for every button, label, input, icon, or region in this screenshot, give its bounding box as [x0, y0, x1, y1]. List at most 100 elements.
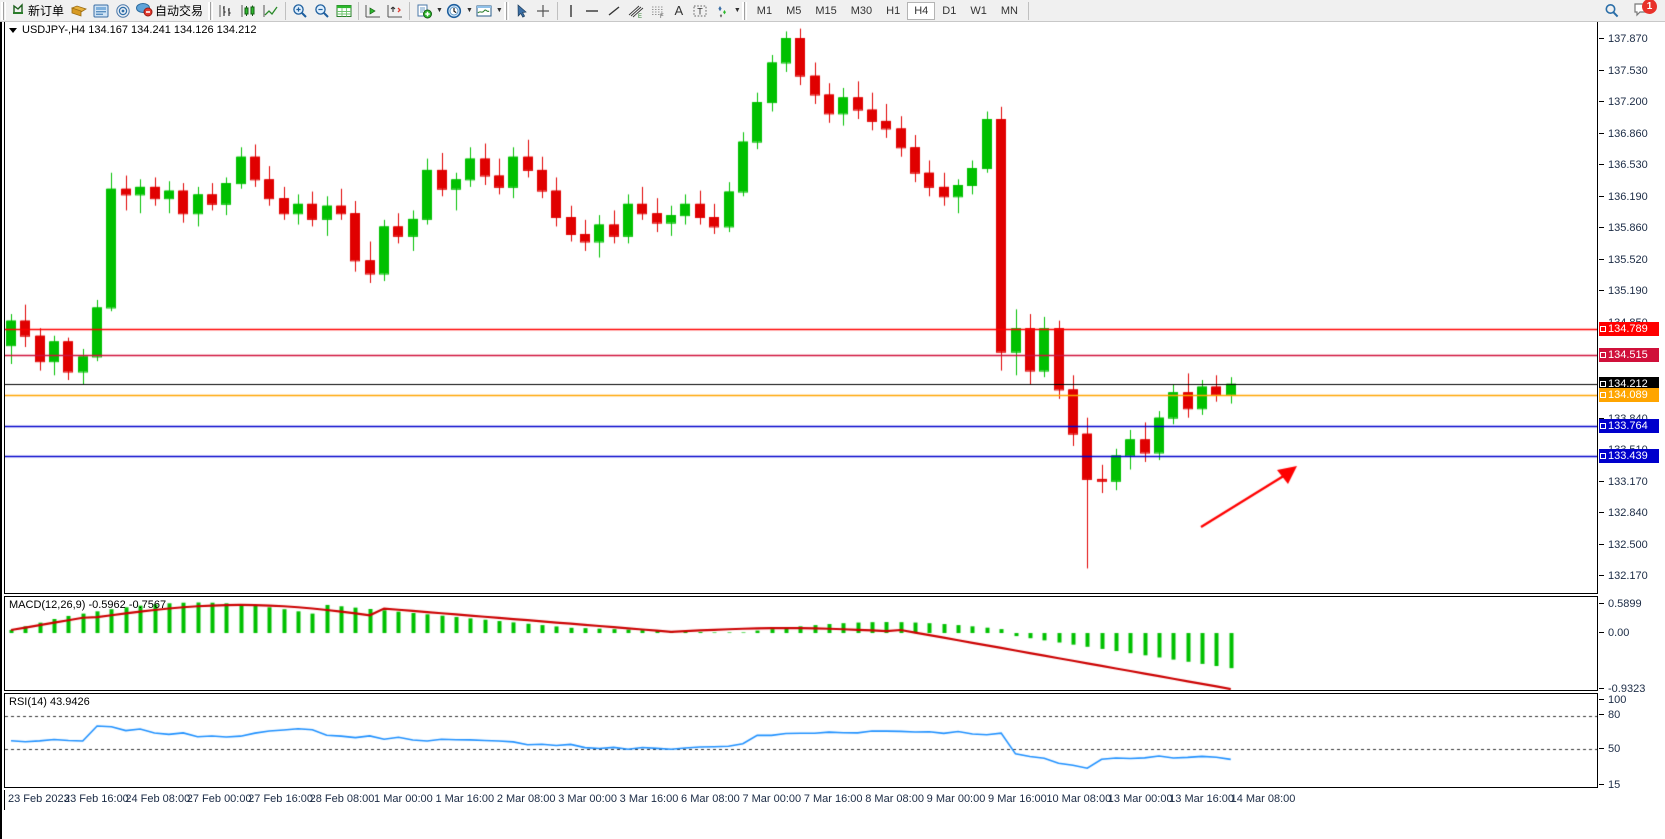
templates-chart-icon[interactable]: [473, 1, 495, 21]
price-chart-pane[interactable]: USDJPY-,H4 134.167 134.241 134.126 134.2…: [4, 22, 1598, 594]
price-level-value: 134.515: [1608, 349, 1648, 362]
auto-trading-label: 自动交易: [155, 4, 204, 18]
svg-text:T: T: [697, 6, 703, 16]
price-tick: 137.530: [1599, 65, 1648, 77]
time-label: 3 Mar 00:00: [558, 793, 617, 805]
add-indicator-icon[interactable]: [413, 1, 435, 21]
macd-label: MACD(12,26,9) -0.5962 -0.7567: [9, 599, 167, 611]
price-level-badge-support[interactable]: 133.439: [1599, 449, 1659, 464]
price-level-badge-support[interactable]: 133.764: [1599, 418, 1659, 433]
shapes-icon[interactable]: [711, 1, 733, 21]
time-label: 10 Mar 08:00: [1046, 793, 1112, 805]
time-label: 28 Feb 08:00: [309, 793, 375, 805]
time-label: 1 Mar 16:00: [435, 793, 495, 805]
price-level-value: 133.764: [1608, 419, 1648, 432]
new-order-label: 新订单: [28, 4, 65, 18]
level-handle-icon[interactable]: [1600, 392, 1606, 399]
zoom-in-icon[interactable]: [289, 1, 311, 21]
market-watch-icon[interactable]: [90, 1, 112, 21]
macd-pane[interactable]: MACD(12,26,9) -0.5962 -0.7567: [4, 596, 1598, 691]
timeframe-h4[interactable]: H4: [907, 1, 936, 20]
level-handle-icon[interactable]: [1600, 422, 1606, 429]
timeframe-group: M1 M5 M15 M30 H1 H4 D1 W1 MN: [750, 1, 1025, 20]
timeframe-d1[interactable]: D1: [942, 4, 957, 17]
chart-window: USDJPY-,H4 134.167 134.241 134.126 134.2…: [0, 22, 1665, 839]
horizontal-line-icon[interactable]: [581, 1, 603, 21]
chart-shift-icon[interactable]: [362, 1, 384, 21]
crosshair-icon[interactable]: [532, 1, 554, 21]
search-icon[interactable]: [1601, 1, 1623, 21]
price-tick: 136.530: [1599, 159, 1648, 171]
equidistant-channel-icon[interactable]: E: [625, 1, 647, 21]
macd-canvas[interactable]: [5, 597, 1597, 690]
time-label: 27 Feb 16:00: [248, 793, 314, 805]
price-tick: 132.840: [1599, 507, 1648, 519]
symbol-ohlc-text: USDJPY-,H4 134.167 134.241 134.126 134.2…: [22, 24, 257, 36]
collapse-triangle-icon[interactable]: [9, 27, 17, 33]
data-grid-icon[interactable]: [333, 1, 355, 21]
toolbar-grip-4[interactable]: [741, 1, 747, 20]
zoom-out-icon[interactable]: [311, 1, 333, 21]
notifications-button[interactable]: 1: [1633, 0, 1657, 21]
time-label: 27 Feb 00:00: [186, 793, 252, 805]
price-level-badge-current-price[interactable]: 134.212: [1599, 376, 1659, 391]
time-label: 3 Mar 16:00: [619, 793, 679, 805]
toolbar-divider-1: [285, 1, 287, 20]
timeframe-w1[interactable]: W1: [970, 4, 987, 17]
templates-icon[interactable]: [68, 1, 90, 21]
toolbar-divider-4: [556, 1, 558, 20]
auto-trading-icon: [135, 1, 153, 20]
templates-dropdown-arrow[interactable]: ▼: [495, 7, 503, 14]
timeframe-m30[interactable]: M30: [850, 4, 873, 17]
price-tick: 135.520: [1599, 254, 1648, 266]
text-label-icon[interactable]: T: [689, 1, 711, 21]
time-label: 23 Feb 2023: [8, 793, 70, 805]
fibonacci-icon[interactable]: F: [647, 1, 669, 21]
rsi-tick: 15: [1599, 779, 1620, 791]
new-order-icon: [10, 1, 26, 20]
level-handle-icon[interactable]: [1600, 453, 1606, 460]
cursor-icon[interactable]: [512, 1, 532, 21]
auto-scroll-icon[interactable]: [384, 1, 406, 21]
line-chart-icon[interactable]: [260, 1, 282, 21]
level-handle-icon[interactable]: [1600, 326, 1606, 333]
timeframe-m1[interactable]: M1: [756, 4, 773, 17]
time-label: 24 Feb 08:00: [125, 793, 191, 805]
vertical-line-icon[interactable]: [561, 1, 581, 21]
rsi-pane[interactable]: RSI(14) 43.9426: [4, 693, 1598, 788]
timeframe-m5[interactable]: M5: [786, 4, 802, 17]
time-label: 2 Mar 08:00: [496, 793, 556, 805]
toolbar-grip-2[interactable]: [208, 1, 214, 20]
timeframe-h1[interactable]: H1: [886, 4, 901, 17]
trendline-icon[interactable]: [603, 1, 625, 21]
timeframe-m15[interactable]: M15: [815, 4, 837, 17]
rsi-canvas[interactable]: [5, 694, 1597, 787]
price-tick: 137.200: [1599, 96, 1648, 108]
price-level-badge-resistance[interactable]: 134.789: [1599, 322, 1659, 337]
price-tick: 133.170: [1599, 476, 1648, 488]
level-handle-icon[interactable]: [1600, 380, 1606, 387]
price-level-badge-resistance[interactable]: 134.515: [1599, 348, 1659, 363]
macd-tick: 0.00: [1599, 627, 1629, 639]
time-label: 13 Mar 16:00: [1169, 793, 1235, 805]
text-tool-icon[interactable]: A: [674, 3, 684, 18]
price-level-badge-pivot[interactable]: 134.089: [1599, 388, 1659, 403]
price-chart-canvas[interactable]: [5, 22, 1597, 592]
period-dropdown-arrow[interactable]: ▼: [465, 7, 473, 14]
toolbar-grip-1[interactable]: [1, 1, 6, 20]
price-tick: 136.860: [1599, 128, 1648, 140]
price-axis[interactable]: 137.870 137.530 137.200 136.860 136.530 136.1…: [1599, 22, 1665, 839]
new-order-button[interactable]: 新订单: [9, 1, 68, 20]
data-window-icon[interactable]: [112, 1, 134, 21]
auto-trading-button[interactable]: 自动交易: [134, 1, 207, 20]
svg-text:E: E: [638, 14, 642, 19]
add-indicator-dropdown-arrow[interactable]: ▼: [436, 7, 443, 14]
period-clock-icon[interactable]: [443, 1, 465, 21]
candlestick-chart-icon[interactable]: [238, 1, 260, 21]
time-label: 7 Mar 00:00: [742, 793, 802, 805]
shapes-dropdown-arrow[interactable]: ▼: [733, 7, 741, 14]
timeframe-mn[interactable]: MN: [1000, 4, 1018, 17]
level-handle-icon[interactable]: [1600, 352, 1606, 359]
toolbar-grip-3[interactable]: [503, 1, 509, 20]
bar-chart-icon[interactable]: [216, 1, 238, 21]
